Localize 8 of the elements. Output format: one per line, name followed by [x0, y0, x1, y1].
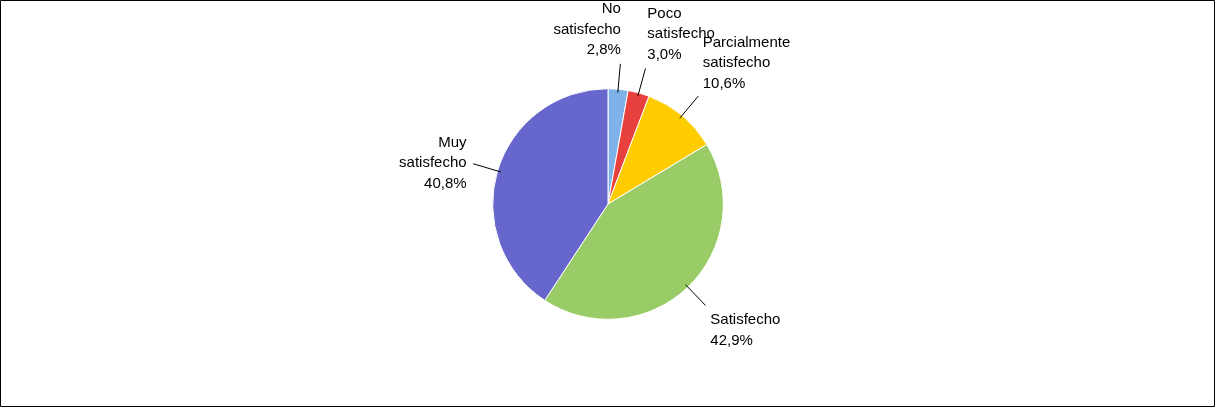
data-label: 3,0%	[647, 44, 682, 62]
data-label: 42,9%	[710, 330, 753, 348]
data-label: 2,8%	[586, 39, 621, 57]
slice-label: Satisfecho	[710, 310, 781, 328]
data-label: 10,6%	[702, 73, 746, 91]
data-label: 40,8%	[424, 173, 467, 191]
slice-label: Muy satisfecho	[399, 132, 468, 171]
slice-label: No satisfecho	[553, 0, 621, 37]
